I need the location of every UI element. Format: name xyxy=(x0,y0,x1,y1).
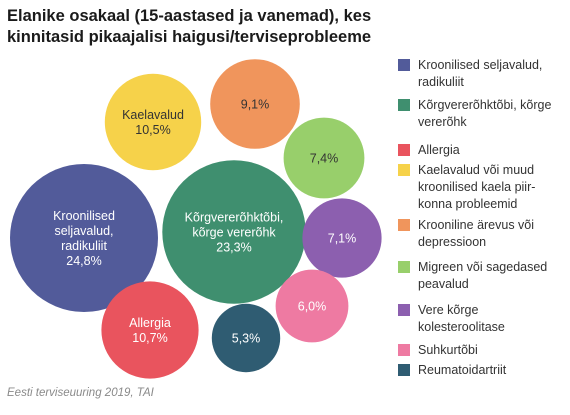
bubble-reumatoidartriit: 5,3% xyxy=(211,303,281,373)
bubble-circle xyxy=(162,160,306,304)
bubble-category-label: seljavalud, xyxy=(54,224,113,238)
bubble-value-label: 24,8% xyxy=(66,254,101,268)
bubble-value-label: 10,5% xyxy=(135,123,170,137)
legend-swatch xyxy=(398,261,410,273)
legend-item-allergia: Allergia xyxy=(398,142,568,159)
bubble-category-label: Kaelavalud xyxy=(122,108,184,122)
bubble-value-label: 7,4% xyxy=(310,152,339,166)
legend-label: Reumatoidartriit xyxy=(418,363,507,377)
legend-label: Suhkurtõbi xyxy=(418,343,478,357)
chart-title: Elanike osakaal (15-aastased ja vanemad)… xyxy=(7,7,372,46)
legend-item-reumatoidartriit: Reumatoidartriit xyxy=(398,362,568,379)
bubble-circle xyxy=(10,164,158,312)
source-note: Eesti terviseuuring 2019, TAI xyxy=(7,387,154,399)
bubble-value-label: 23,3% xyxy=(216,241,251,255)
legend-item-suhkurtobi: Suhkurtõbi xyxy=(398,342,568,359)
legend-label: Kaelavalud või muud kroonilised kaela pi… xyxy=(418,163,536,211)
legend-item-vere-korge-kolesteroolitase: Vere kõrge kolesteroolitase xyxy=(398,302,568,336)
legend-label: Allergia xyxy=(418,143,460,157)
bubble-value-label: 10,7% xyxy=(132,331,167,345)
legend-label: Kroonilised seljavalud, radikuliit xyxy=(418,58,543,89)
legend-swatch xyxy=(398,164,410,176)
legend-item-migreen-voi-sagedased-peavalud: Migreen või sagedased peavalud xyxy=(398,259,568,293)
bubble-value-label: 9,1% xyxy=(241,98,270,112)
legend-swatch xyxy=(398,304,410,316)
bubble-category-label: Kõrgvererõhktõbi, xyxy=(185,211,284,225)
bubble-circle xyxy=(211,303,281,373)
legend-item-korgvererohktobi-korge-vererohk: Kõrgvererõhktõbi, kõrge vererõhk xyxy=(398,97,568,131)
bubble-category-label: radikuliit xyxy=(61,239,107,253)
legend-label: Krooniline ärevus või depressioon xyxy=(418,218,535,249)
legend-swatch xyxy=(398,99,410,111)
bubble-circle xyxy=(275,269,349,343)
legend-item-kaelavalud-voi-muud-kroonilised-kaela-piir-konna-probleemid: Kaelavalud või muud kroonilised kaela pi… xyxy=(398,162,568,213)
legend-swatch xyxy=(398,219,410,231)
bubble-value-label: 5,3% xyxy=(232,332,261,346)
bubble-value-label: 6,0% xyxy=(298,300,327,314)
legend-label: Migreen või sagedased peavalud xyxy=(418,260,548,291)
bubble-migreen-voi-sagedased-peavalud: 7,4% xyxy=(283,117,365,199)
bubble-category-label: Allergia xyxy=(129,316,171,330)
bubble-circle xyxy=(283,117,365,199)
legend-swatch xyxy=(398,344,410,356)
legend-item-kroonilised-seljavalud-radikuliit: Kroonilised seljavalud, radikuliit xyxy=(398,57,568,91)
bubble-value-label: 7,1% xyxy=(328,232,357,246)
bubble-circle xyxy=(104,73,202,171)
legend-label: Kõrgvererõhktõbi, kõrge vererõhk xyxy=(418,98,552,129)
bubble-circle xyxy=(302,198,382,278)
bubble-vere-korge-kolesteroolitase: 7,1% xyxy=(302,198,382,278)
bubble-circle xyxy=(101,281,199,379)
bubble-circle xyxy=(210,59,300,149)
bubble-category-label: Kroonilised xyxy=(53,209,115,223)
legend-swatch xyxy=(398,364,410,376)
bubble-suhkurtobi: 6,0% xyxy=(275,269,349,343)
legend-swatch xyxy=(398,144,410,156)
bubble-krooniline-arevus-voi-depressioon: 9,1% xyxy=(210,59,300,149)
bubble-category-label: kõrge vererõhk xyxy=(192,226,276,240)
legend-item-krooniline-arevus-voi-depressioon: Krooniline ärevus või depressioon xyxy=(398,217,568,251)
legend-label: Vere kõrge kolesteroolitase xyxy=(418,303,505,334)
legend-swatch xyxy=(398,59,410,71)
